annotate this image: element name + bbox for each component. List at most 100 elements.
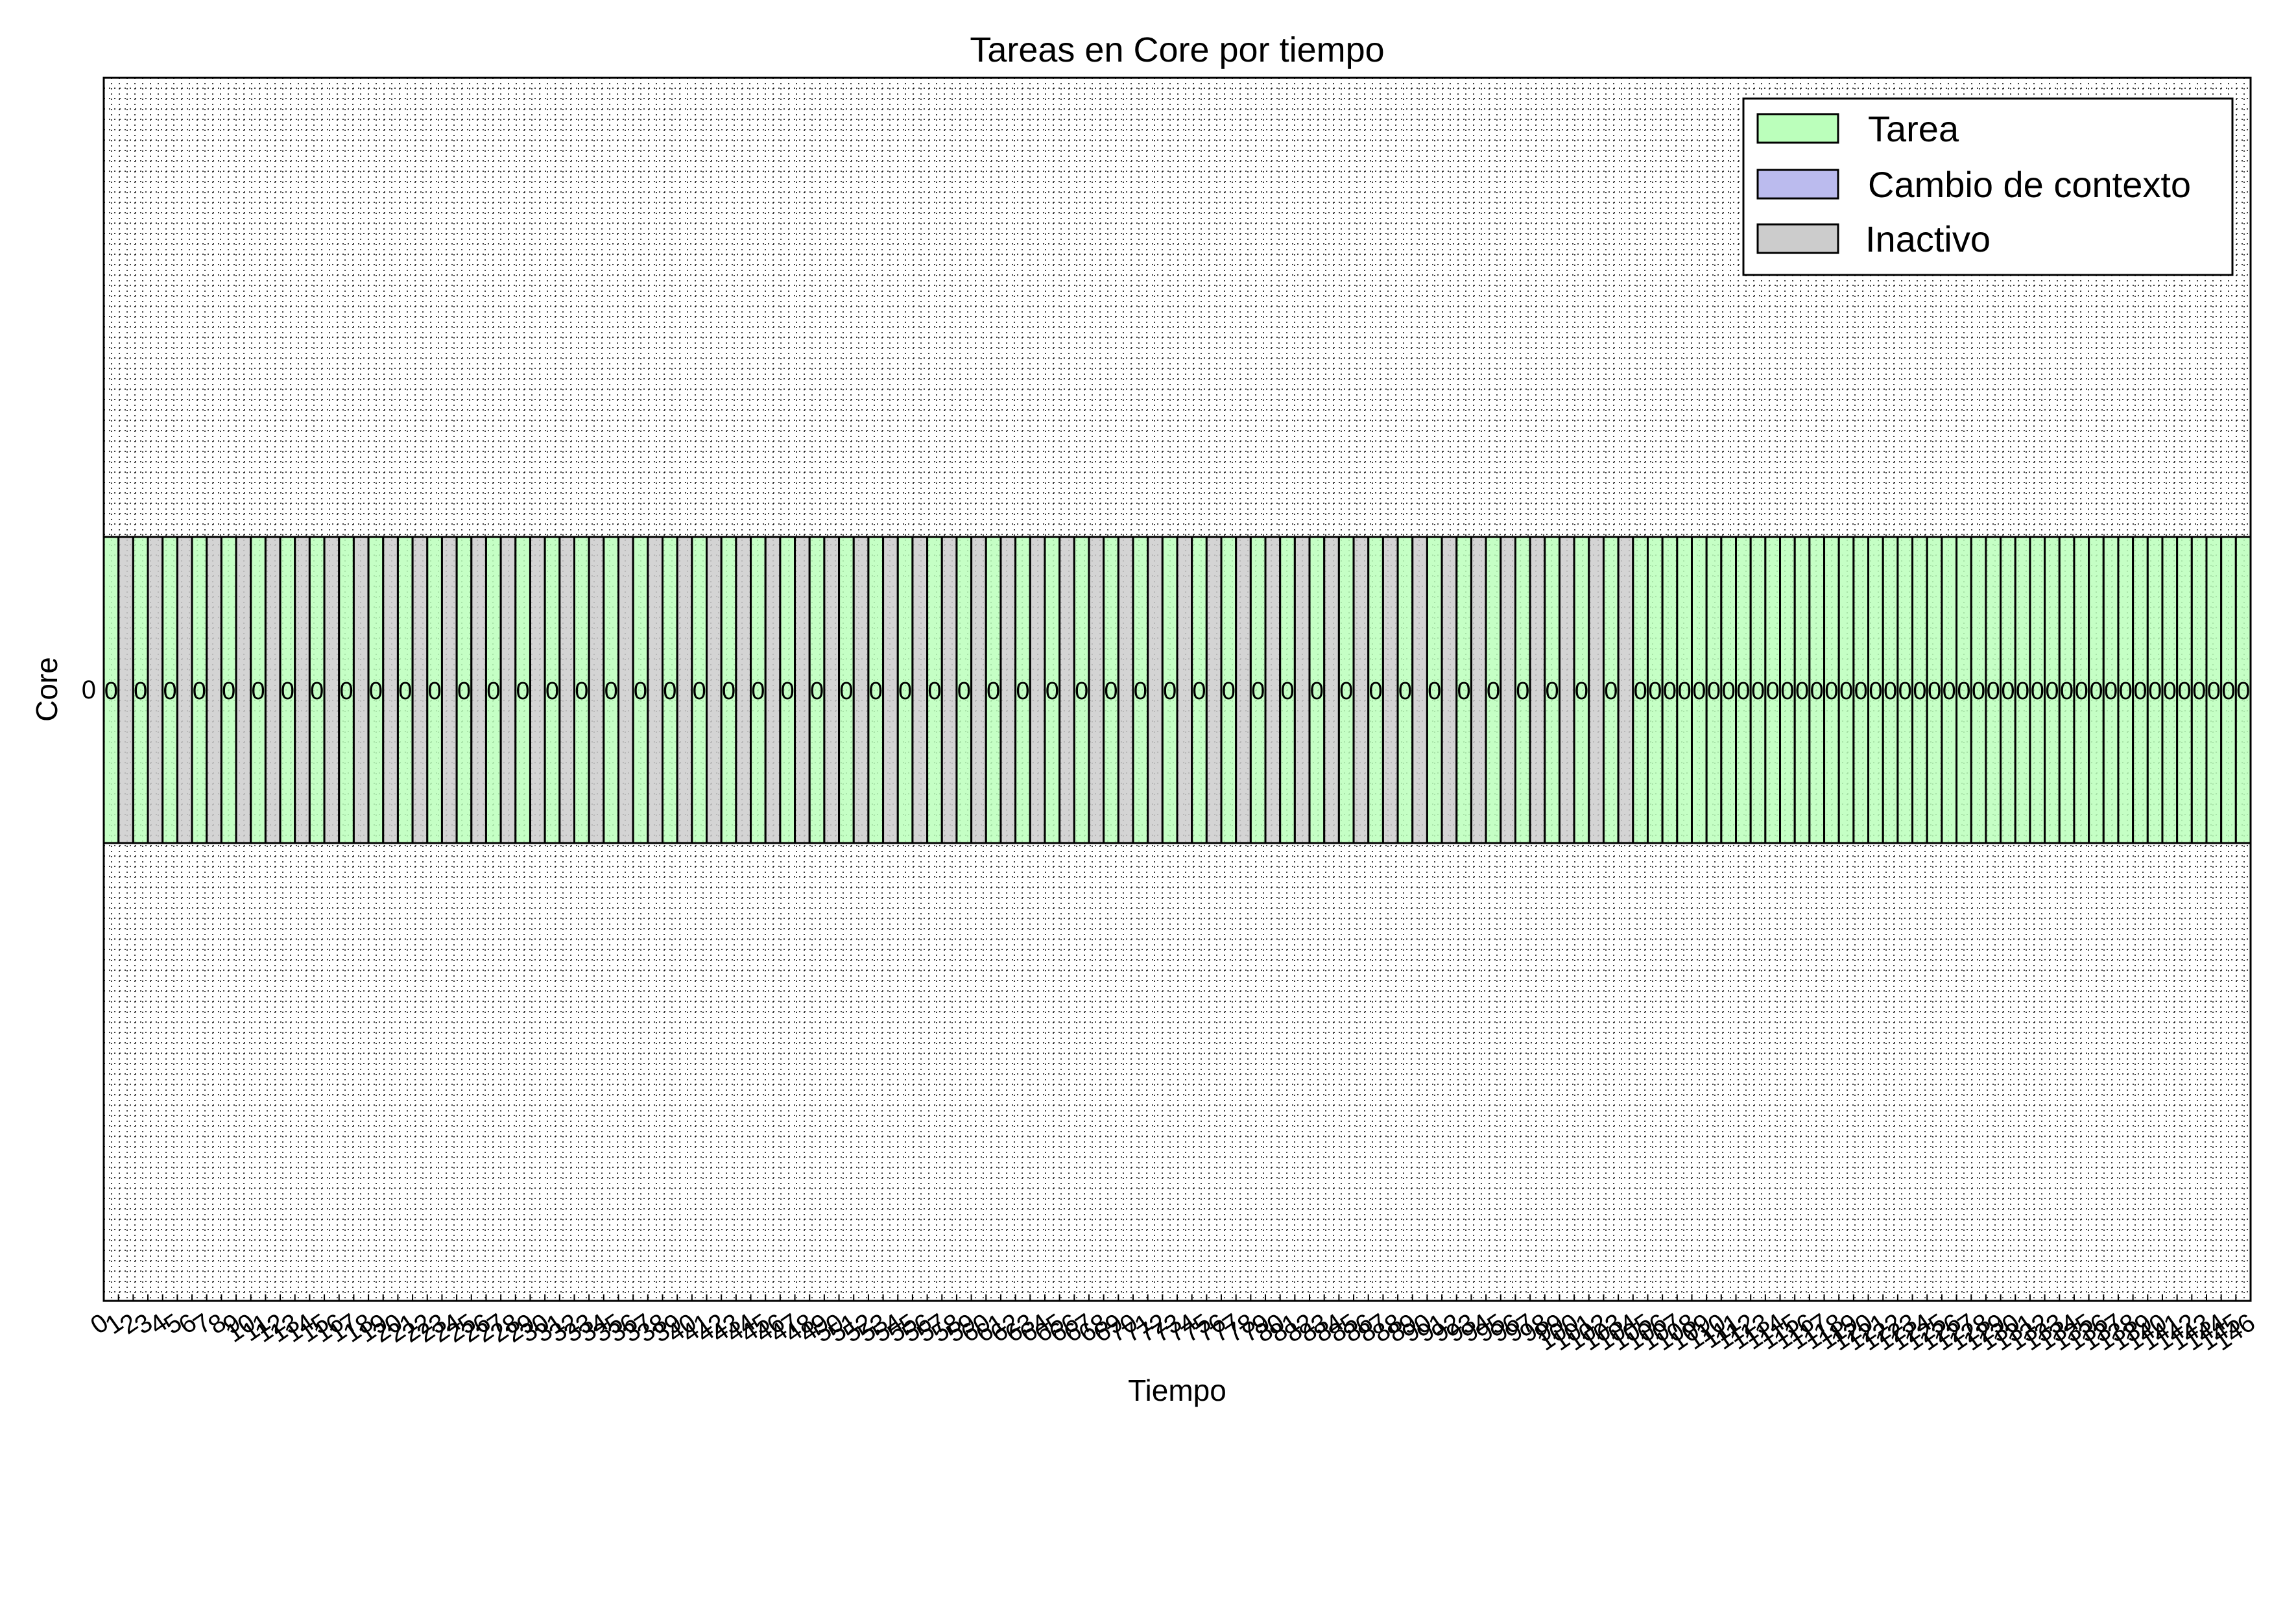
bar-label: 0 (2089, 678, 2103, 705)
bar-label: 0 (1869, 678, 1882, 705)
bar-label: 0 (1634, 678, 1647, 705)
bar-label: 0 (1943, 678, 1956, 705)
bar-label: 0 (1369, 678, 1382, 705)
bar-label: 0 (957, 678, 971, 705)
bar-label: 0 (839, 678, 853, 705)
bar-label: 0 (2207, 678, 2221, 705)
bar-label: 0 (1104, 678, 1118, 705)
bar-label: 0 (340, 678, 353, 705)
chart-title: Tareas en Core por tiempo (970, 30, 1384, 69)
bar-label: 0 (1957, 678, 1970, 705)
bar-label: 0 (1648, 678, 1662, 705)
bar-label: 0 (1046, 678, 1059, 705)
bar-label: 0 (1222, 678, 1236, 705)
bar-segment (617, 536, 634, 844)
bar-segment (970, 536, 987, 844)
bar-label: 0 (1546, 678, 1559, 705)
bar-label: 0 (1134, 678, 1147, 705)
bar-label: 0 (2045, 678, 2059, 705)
bar-label: 0 (1883, 678, 1897, 705)
legend-swatch-tarea (1756, 113, 1839, 144)
bar-segment (1147, 536, 1164, 844)
bar-segment (1441, 536, 1458, 844)
bar-label: 0 (1398, 678, 1412, 705)
bar-label: 0 (1163, 678, 1177, 705)
bar-label: 0 (575, 678, 588, 705)
bar-segment (382, 536, 399, 844)
bar-label: 0 (2236, 678, 2250, 705)
bar-label: 0 (2119, 678, 2133, 705)
bar-label: 0 (398, 678, 412, 705)
bar-segment (647, 536, 664, 844)
bar-label: 0 (2001, 678, 2015, 705)
bar-label: 0 (2104, 678, 2118, 705)
bar-label: 0 (251, 678, 265, 705)
bar-segment (706, 536, 723, 844)
bar-segment (323, 536, 341, 844)
bar-label: 0 (2221, 678, 2235, 705)
bar-segment (1411, 536, 1428, 844)
bar-label: 0 (751, 678, 765, 705)
bar-segment (1235, 536, 1252, 844)
bar-segment (235, 536, 252, 844)
bar-segment (823, 536, 841, 844)
bar-segment (1264, 536, 1282, 844)
bar-segment (911, 536, 929, 844)
bar-label: 0 (1854, 678, 1868, 705)
bar-label: 0 (193, 678, 206, 705)
legend: Tarea Cambio de contexto Inactivo (1742, 97, 2234, 276)
x-ticks-layer: 0123456789101112131415161718192021222324… (86, 1294, 2260, 1357)
bar-label: 0 (1987, 678, 2000, 705)
bar-label: 0 (1692, 678, 1706, 705)
bar-label: 0 (428, 678, 442, 705)
bar-label: 0 (1016, 678, 1029, 705)
bar-segment (1029, 536, 1046, 844)
bar-label: 0 (516, 678, 530, 705)
bar-label: 0 (1251, 678, 1265, 705)
bar-label: 0 (369, 678, 383, 705)
bar-label: 0 (1428, 678, 1441, 705)
bar-segment (852, 536, 870, 844)
bar-label: 0 (1310, 678, 1324, 705)
bar-label: 0 (545, 678, 559, 705)
bar-label: 0 (1736, 678, 1750, 705)
bar-segment (529, 536, 546, 844)
bar-label: 0 (1824, 678, 1838, 705)
bar-label: 0 (486, 678, 500, 705)
bar-segment (940, 536, 958, 844)
bar-segment (1117, 536, 1134, 844)
y-tick-label: 0 (82, 676, 96, 704)
bar-segment (1323, 536, 1340, 844)
bar-segment (1058, 536, 1075, 844)
bar-label: 0 (222, 678, 235, 705)
bar-segment (117, 536, 134, 844)
bar-segment (499, 536, 517, 844)
bar-label: 0 (457, 678, 471, 705)
bar-label: 0 (1766, 678, 1780, 705)
bar-segment (147, 536, 164, 844)
bar-label: 0 (1280, 678, 1294, 705)
bar-segment (1088, 536, 1105, 844)
bar-label: 0 (898, 678, 912, 705)
bar-segment (470, 536, 487, 844)
legend-swatch-cambio (1756, 169, 1839, 200)
y-axis-label: Core (30, 657, 64, 722)
bar-segment (1176, 536, 1193, 844)
bar-label: 0 (1487, 678, 1500, 705)
bar-label: 0 (2163, 678, 2177, 705)
bar-segment (794, 536, 811, 844)
bar-label: 0 (1339, 678, 1353, 705)
bar-label: 0 (1604, 678, 1618, 705)
legend-swatch-inactivo (1756, 223, 1839, 254)
bar-label: 0 (722, 678, 735, 705)
bar-segment (1293, 536, 1311, 844)
bar-label: 0 (1928, 678, 1941, 705)
bar-segment (588, 536, 605, 844)
bar-label: 0 (2060, 678, 2074, 705)
bar-segment (264, 536, 281, 844)
bar-label: 0 (104, 678, 118, 705)
bar-label: 0 (663, 678, 676, 705)
bar-segment (1381, 536, 1399, 844)
